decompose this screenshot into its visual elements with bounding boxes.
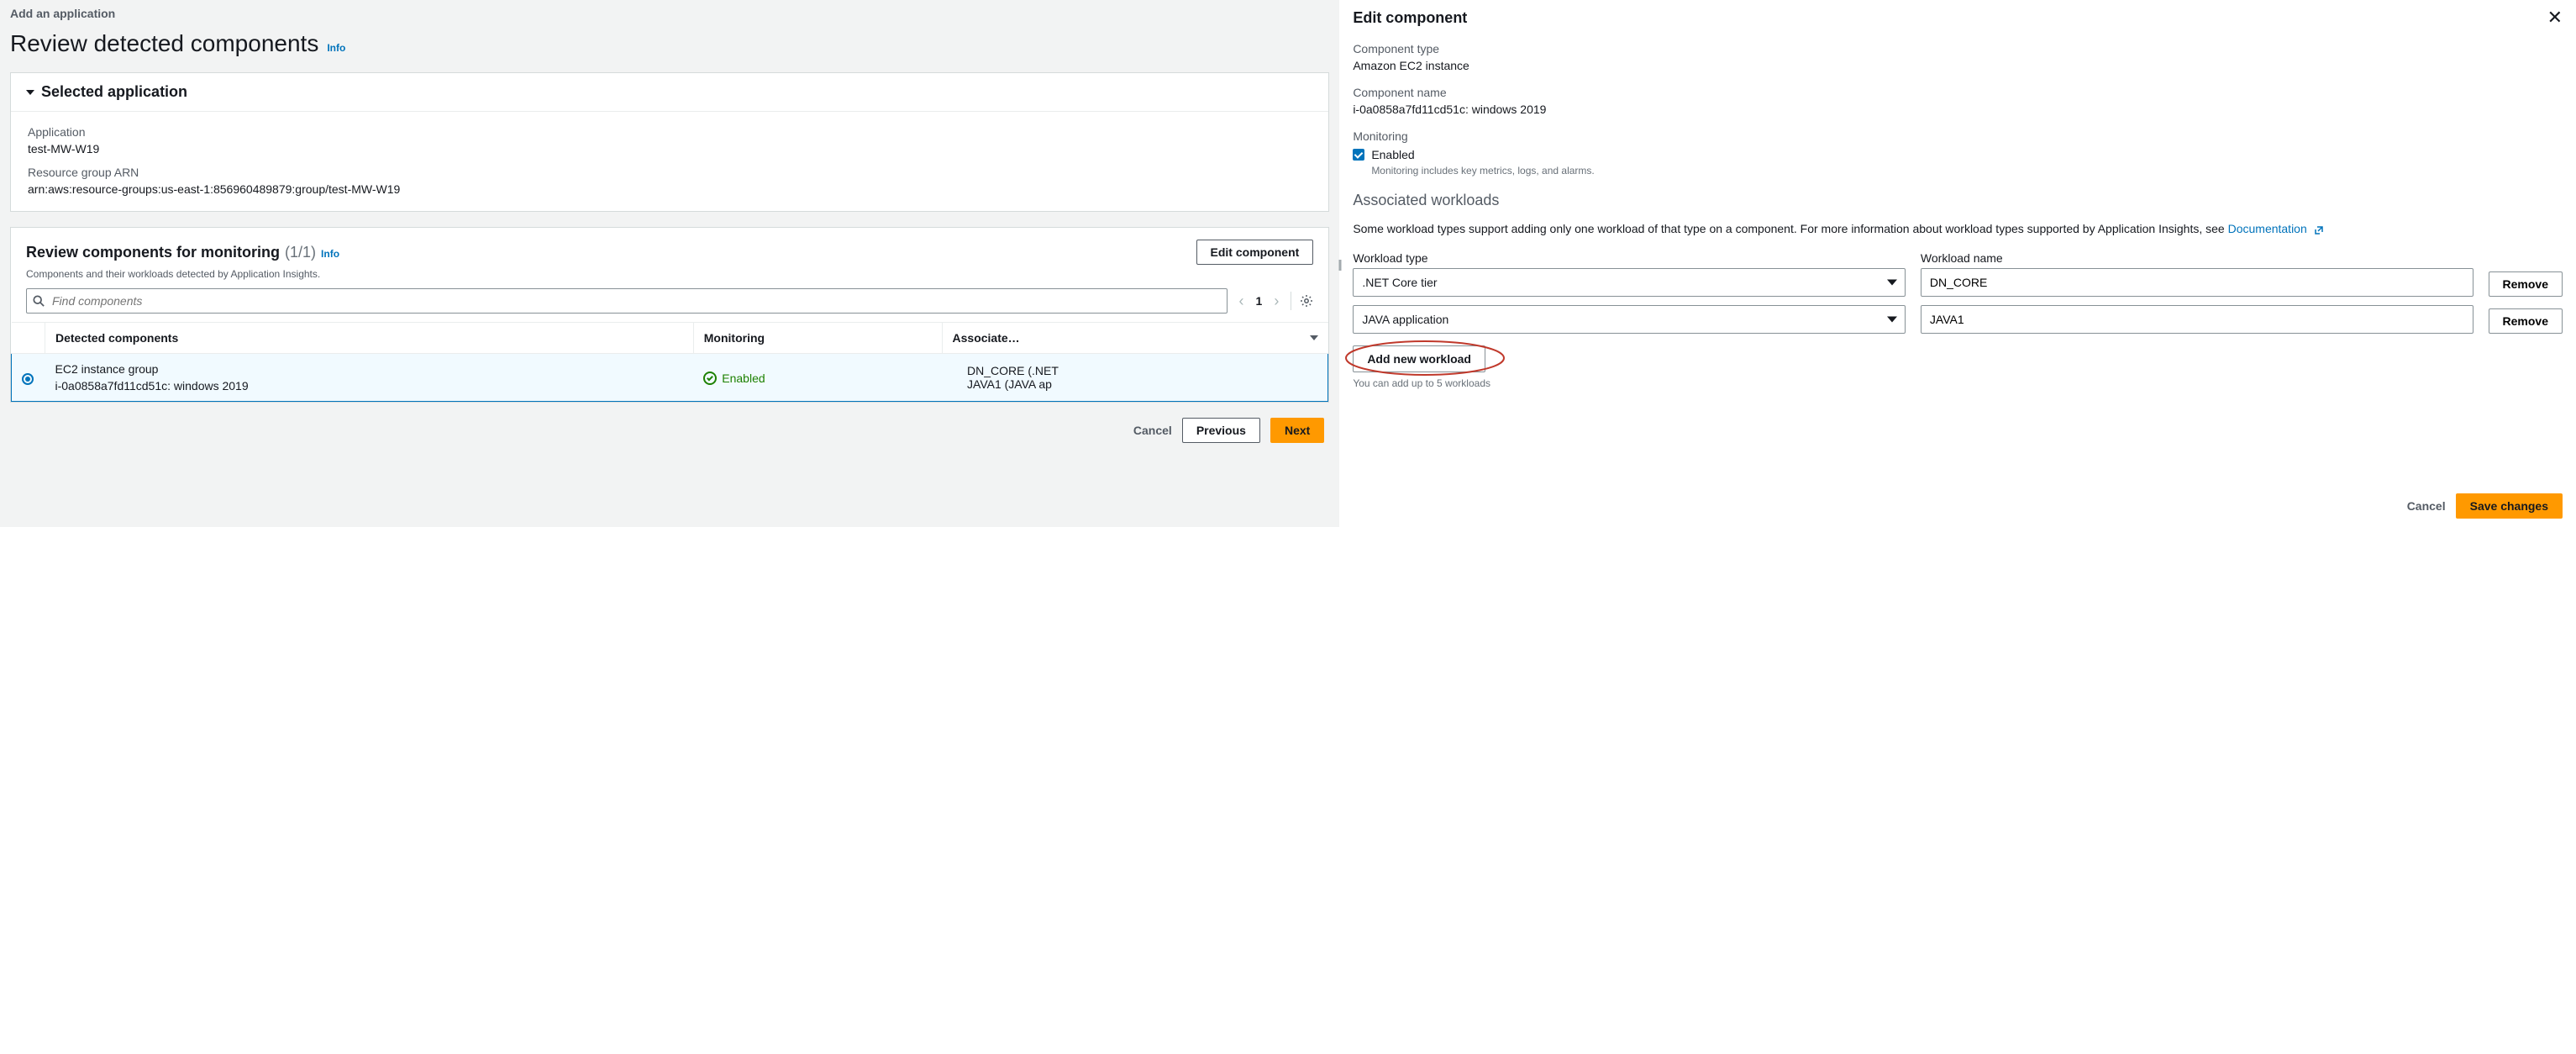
add-new-workload-button[interactable]: Add new workload [1353, 345, 1485, 372]
cancel-link[interactable]: Cancel [1133, 424, 1172, 437]
review-info-link[interactable]: Info [321, 248, 339, 260]
cancel-link[interactable]: Cancel [2407, 499, 2446, 513]
close-icon[interactable]: ✕ [2547, 7, 2563, 29]
row-radio[interactable] [22, 373, 34, 385]
search-icon [33, 295, 45, 307]
review-subtitle: Components and their workloads detected … [11, 265, 1328, 288]
save-changes-button[interactable]: Save changes [2456, 493, 2563, 519]
component-type-value: Amazon EC2 instance [1353, 59, 2563, 72]
left-panel: Add an application Review detected compo… [0, 0, 1339, 527]
breadcrumb: Add an application [10, 3, 1329, 30]
pager-prev[interactable]: ‹ [1236, 292, 1248, 310]
sort-icon [1310, 335, 1318, 340]
workload-name-input[interactable] [1921, 305, 2473, 334]
workload-name-input[interactable] [1921, 268, 2473, 297]
edit-component-button[interactable]: Edit component [1196, 240, 1314, 265]
next-button[interactable]: Next [1270, 418, 1324, 443]
review-title: Review components for monitoring [26, 244, 280, 261]
search-input[interactable] [26, 288, 1228, 314]
selected-application-panel: Selected application Application test-MW… [10, 72, 1329, 212]
monitoring-checkbox[interactable] [1353, 149, 1364, 161]
workloads-list: DN_CORE (.NET JAVA1 (JAVA ap [952, 364, 1317, 391]
col-monitoring[interactable]: Monitoring [693, 323, 942, 354]
component-name-label: Component name [1353, 86, 2563, 99]
monitoring-label: Monitoring [1353, 129, 2563, 143]
monitoring-enabled-text: Enabled [1371, 148, 1414, 161]
monitoring-hint: Monitoring includes key metrics, logs, a… [1371, 165, 2563, 177]
documentation-link[interactable]: Documentation [2228, 222, 2307, 235]
page-title: Review detected components [10, 30, 318, 57]
component-type-label: Component type [1353, 42, 2563, 55]
application-value: test-MW-W19 [28, 142, 1312, 155]
workload-type-header: Workload type [1353, 251, 1906, 265]
selected-app-header-text: Selected application [41, 83, 187, 101]
external-link-icon [2314, 225, 2324, 235]
associated-workloads-para: Some workload types support adding only … [1353, 221, 2563, 238]
list-item: DN_CORE (.NET [967, 364, 1068, 377]
edit-component-title: Edit component [1353, 9, 1467, 27]
arn-value: arn:aws:resource-groups:us-east-1:856960… [28, 182, 1312, 196]
arn-label: Resource group ARN [28, 166, 1312, 179]
review-count: (1/1) [285, 244, 316, 261]
resize-handle-icon[interactable]: || [1338, 257, 1340, 271]
workload-row-2: JAVA application Remove [1353, 305, 2563, 334]
right-panel: || Edit component ✕ Component type Amazo… [1339, 0, 2576, 527]
application-label: Application [28, 125, 1312, 139]
workload-type-select[interactable]: JAVA application [1353, 305, 1906, 334]
chevron-down-icon [1887, 279, 1897, 285]
check-circle-icon [703, 372, 717, 385]
component-name-value: i-0a0858a7fd11cd51c: windows 2019 [1353, 103, 2563, 116]
workload-row-1: Workload type .NET Core tier Workload na… [1353, 251, 2563, 297]
info-link[interactable]: Info [327, 42, 345, 54]
previous-button[interactable]: Previous [1182, 418, 1260, 443]
remove-workload-button[interactable]: Remove [2489, 308, 2563, 334]
component-sub: i-0a0858a7fd11cd51c: windows 2019 [55, 379, 684, 393]
chevron-down-icon [1887, 316, 1897, 322]
add-workload-hint: You can add up to 5 workloads [1353, 377, 2563, 389]
selected-app-header[interactable]: Selected application [11, 73, 1328, 112]
components-table: Detected components Monitoring Associate… [11, 322, 1328, 402]
col-associate[interactable]: Associate… [942, 323, 1328, 354]
pager-next[interactable]: › [1270, 292, 1282, 310]
page-number: 1 [1256, 294, 1263, 308]
list-item: JAVA1 (JAVA ap [967, 377, 1068, 391]
table-row[interactable]: EC2 instance group i-0a0858a7fd11cd51c: … [12, 354, 1328, 402]
caret-down-icon [26, 90, 34, 95]
associated-workloads-header: Associated workloads [1353, 192, 2563, 209]
remove-workload-button[interactable]: Remove [2489, 271, 2563, 297]
workload-name-header: Workload name [1921, 251, 2473, 265]
col-detected-components[interactable]: Detected components [45, 323, 694, 354]
review-components-panel: Review components for monitoring (1/1) I… [10, 227, 1329, 403]
monitoring-status: Enabled [703, 372, 765, 385]
gear-icon[interactable] [1300, 294, 1313, 308]
component-name: EC2 instance group [55, 362, 684, 376]
workload-type-select[interactable]: .NET Core tier [1353, 268, 1906, 297]
